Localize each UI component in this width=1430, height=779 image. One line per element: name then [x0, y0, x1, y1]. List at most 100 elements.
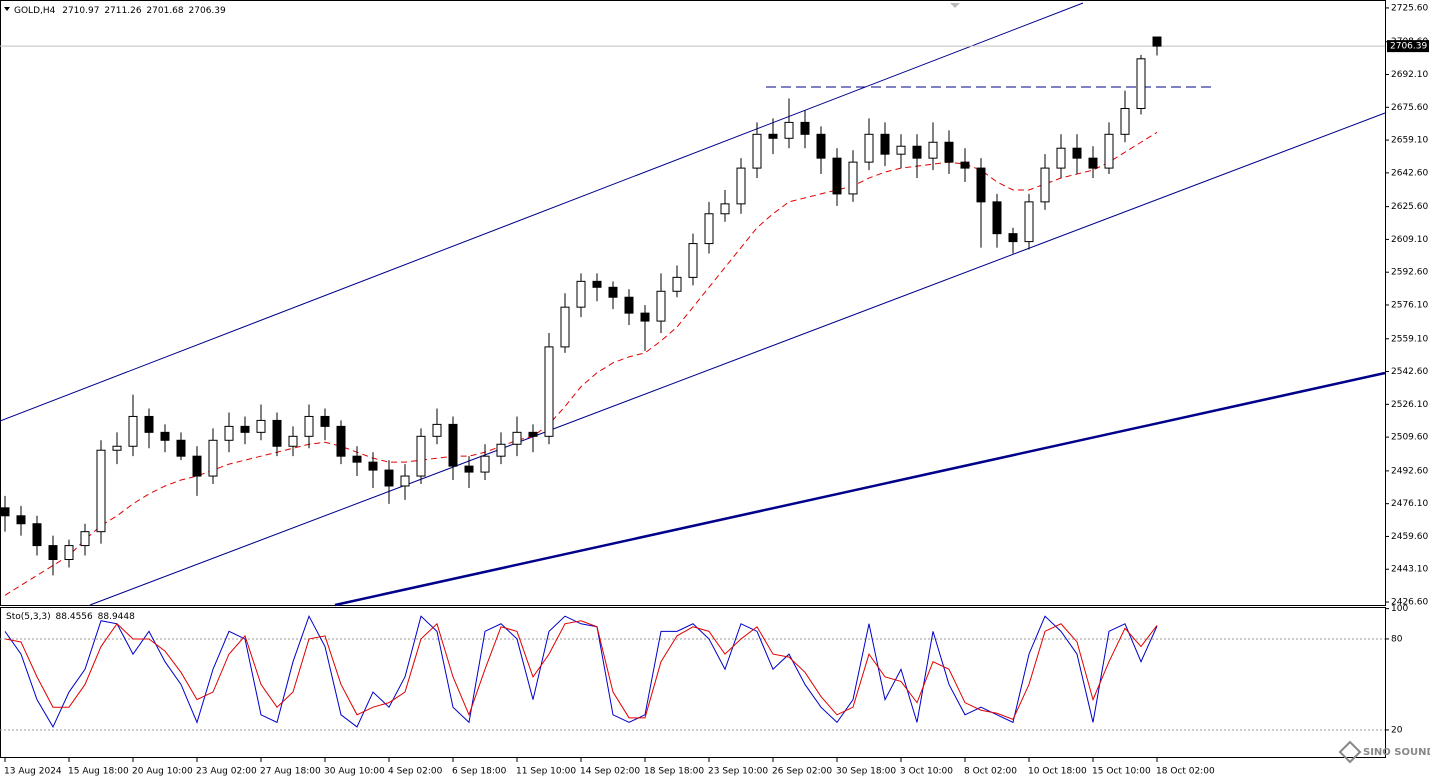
- ohlc-high: 2711.26: [104, 6, 141, 16]
- header: GOLD,H4 2710.97 2711.26 2701.68 2706.39: [14, 6, 226, 16]
- x-tick-label: 30 Sep 18:00: [836, 767, 896, 777]
- trendlines: [0, 2, 1386, 607]
- y-tick-label: 2509.60: [1391, 433, 1428, 443]
- y-tick-label: 2443.10: [1391, 565, 1428, 575]
- candle-body: [64, 545, 74, 561]
- candle-body: [896, 145, 906, 155]
- candle-body: [864, 133, 874, 163]
- y-tick-label: 2426.60: [1391, 598, 1428, 608]
- candle-body: [720, 203, 730, 215]
- y-tick-label: 2592.60: [1391, 268, 1428, 278]
- x-tick-label: 27 Aug 18:00: [260, 767, 321, 777]
- candle-body: [976, 167, 986, 203]
- candle-body: [1136, 58, 1146, 109]
- candle-body: [432, 423, 442, 437]
- channel-upper: [0, 2, 1084, 422]
- candle-body: [1008, 233, 1018, 243]
- candle-body: [1104, 133, 1114, 169]
- stoch-y-tick-label: 20: [1391, 725, 1403, 735]
- stoch-panel: [0, 607, 1386, 758]
- y-tick-label: 2642.60: [1391, 168, 1428, 178]
- candle-body: [400, 475, 410, 487]
- stoch-y-tick-label: 100: [1391, 604, 1408, 614]
- symbol: GOLD,H4: [14, 6, 56, 16]
- candle-body: [240, 425, 250, 433]
- candle-body: [208, 439, 218, 477]
- y-tick-label: 2476.10: [1391, 499, 1428, 509]
- candle-body: [688, 243, 698, 278]
- candle-body: [128, 415, 138, 447]
- candle-body: [752, 133, 762, 169]
- candle-body: [736, 167, 746, 205]
- channel-lower: [89, 112, 1386, 606]
- candle-body: [336, 425, 346, 457]
- y-tick-label: 2559.10: [1391, 334, 1428, 344]
- y-tick-label: 2725.60: [1391, 3, 1428, 13]
- candle-body: [880, 133, 890, 155]
- x-tick-label: 20 Aug 10:00: [132, 767, 193, 777]
- candle-body: [288, 435, 298, 447]
- x-tick-label: 18 Oct 02:00: [1156, 767, 1215, 777]
- y-tick-label: 2692.10: [1391, 70, 1428, 80]
- candle-body: [1072, 147, 1082, 159]
- candle-body: [992, 201, 1002, 235]
- x-tick-label: 23 Sep 10:00: [708, 767, 768, 777]
- stoch-line: [4, 620, 1158, 720]
- candle-body: [704, 213, 714, 245]
- y-tick-label: 2492.60: [1391, 466, 1428, 476]
- candle-body: [96, 449, 106, 533]
- candle-body: [416, 435, 426, 477]
- frame: [0, 0, 1386, 758]
- y-tick-label: 2659.10: [1391, 136, 1428, 146]
- candle-body: [656, 290, 666, 322]
- x-tick-label: 23 Aug 02:00: [196, 767, 257, 777]
- candle-body: [768, 133, 778, 139]
- candle-body: [928, 141, 938, 159]
- candle-body: [592, 280, 602, 288]
- candle-body: [480, 455, 490, 473]
- current-price-label: 2706.39: [1390, 42, 1427, 52]
- current-price-box: [1387, 40, 1429, 53]
- candle-body: [176, 439, 186, 457]
- y-tick-label: 2526.10: [1391, 400, 1428, 410]
- candle-body: [496, 443, 506, 457]
- x-tick-label: 26 Sep 02:00: [772, 767, 832, 777]
- candle-body: [368, 461, 378, 471]
- candle-body: [1024, 201, 1034, 243]
- candle-body: [640, 312, 650, 322]
- candle-body: [352, 455, 362, 463]
- candle-body: [912, 145, 922, 159]
- x-tick-label: 15 Oct 10:00: [1092, 767, 1151, 777]
- candle-body: [144, 415, 154, 433]
- candle-body: [48, 545, 58, 561]
- shift-marker: [950, 3, 960, 8]
- candle-body: [384, 469, 394, 487]
- y-tick-label: 2675.60: [1391, 103, 1428, 113]
- candle-body: [80, 531, 90, 547]
- stoch-header: Sto(5,3,3) 88.4556 88.9448: [6, 612, 135, 622]
- candle-body: [800, 121, 810, 135]
- x-tick-label: 11 Sep 10:00: [516, 767, 576, 777]
- candle-body: [256, 419, 266, 433]
- stoch-k: 88.4556: [56, 612, 93, 622]
- x-tick-label: 10 Oct 18:00: [1028, 767, 1087, 777]
- candle-body: [1120, 107, 1130, 135]
- x-tick-label: 4 Sep 02:00: [388, 767, 443, 777]
- candle-body: [1152, 36, 1162, 47]
- candle-body: [608, 286, 618, 298]
- x-tick-label: 14 Sep 02:00: [580, 767, 640, 777]
- candle-body: [192, 455, 202, 477]
- candle-body: [624, 296, 634, 314]
- candle-body: [112, 445, 122, 451]
- y-tick-label: 2609.10: [1391, 235, 1428, 245]
- candle-body: [320, 415, 330, 427]
- candle-body: [848, 161, 858, 195]
- main-panel: [0, 0, 1386, 606]
- candle-body: [832, 157, 842, 195]
- candle-body: [448, 423, 458, 467]
- candle-body: [816, 133, 826, 159]
- ohlc-open: 2710.97: [62, 6, 99, 16]
- candle-body: [960, 161, 970, 169]
- y-tick-label: 2576.10: [1391, 300, 1428, 310]
